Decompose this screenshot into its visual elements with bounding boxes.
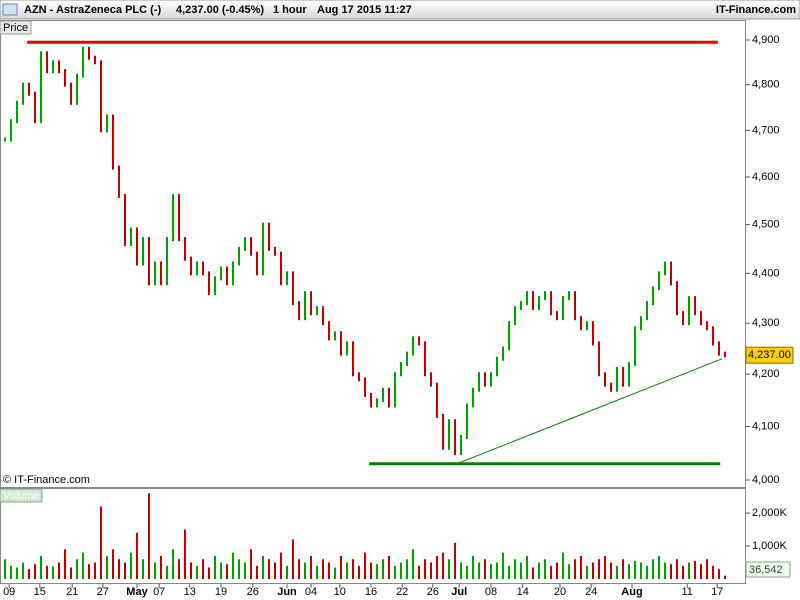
x-tick-label: 09 xyxy=(3,586,15,598)
x-tick-label: Jul xyxy=(451,586,467,598)
price-panel-label: Price xyxy=(3,22,28,34)
x-tick-label: 13 xyxy=(184,586,196,598)
volume-badge-box xyxy=(745,561,791,578)
x-tick-label: Aug xyxy=(621,586,642,598)
x-tick-label: 24 xyxy=(585,586,597,598)
header-quote: 4,237.00 (-0.45%) xyxy=(176,4,264,16)
y-tick-label: 4,500 xyxy=(752,219,780,231)
x-tick-label: 26 xyxy=(427,586,439,598)
volume-panel-label: Volume xyxy=(3,490,40,502)
x-tick-label: 19 xyxy=(215,586,227,598)
x-tick-label: Jun xyxy=(277,586,297,598)
x-tick-label: 20 xyxy=(554,586,566,598)
x-tick-label: 10 xyxy=(334,586,346,598)
x-tick-label: 26 xyxy=(247,586,259,598)
copyright: © IT-Finance.com xyxy=(3,474,90,486)
x-tick-label: 08 xyxy=(485,586,497,598)
y-tick-label: 4,600 xyxy=(752,171,780,183)
y-tick-label: 4,900 xyxy=(752,34,780,46)
price-panel xyxy=(0,20,746,488)
y-tick-label: 2,000K xyxy=(752,507,788,519)
y-tick-label: 4,400 xyxy=(752,267,780,279)
x-tick-label: 22 xyxy=(396,586,408,598)
y-tick-label: 4,700 xyxy=(752,124,780,136)
x-tick-label: 17 xyxy=(711,586,723,598)
price-label-box xyxy=(0,20,32,35)
x-tick-label: 16 xyxy=(365,586,377,598)
y-tick-label: 4,200 xyxy=(752,368,780,380)
header-title: AZN - AstraZeneca PLC (-) xyxy=(24,4,161,16)
x-tick-label: 07 xyxy=(153,586,165,598)
x-tick-label: 11 xyxy=(681,586,692,598)
x-tick-label: May xyxy=(126,586,148,598)
y-tick-label: 4,800 xyxy=(752,79,780,91)
header-brand: IT-Finance.com xyxy=(716,4,796,16)
last-price-box xyxy=(745,346,794,364)
menu-icon[interactable] xyxy=(2,3,18,16)
x-tick-label: 27 xyxy=(97,586,109,598)
x-tick-label: 21 xyxy=(66,586,78,598)
trend-line xyxy=(456,358,723,465)
x-tick-label: 15 xyxy=(34,586,46,598)
last-price-label: 4,237.00 xyxy=(748,349,791,361)
header-bar xyxy=(0,0,800,20)
header-interval: 1 hour xyxy=(273,4,307,16)
volume-label-box xyxy=(0,488,43,503)
y-tick-label: 1,000K xyxy=(752,540,788,552)
y-tick-label: 4,100 xyxy=(752,420,780,432)
volume-badge: 36,542 xyxy=(749,564,783,576)
volume-panel xyxy=(0,488,746,584)
header-timestamp: Aug 17 2015 11:27 xyxy=(317,4,412,16)
y-tick-label: 4,000 xyxy=(752,474,780,486)
x-tick-label: 14 xyxy=(517,586,529,598)
x-tick-label: 04 xyxy=(305,586,317,598)
y-tick-label: 4,300 xyxy=(752,317,780,329)
